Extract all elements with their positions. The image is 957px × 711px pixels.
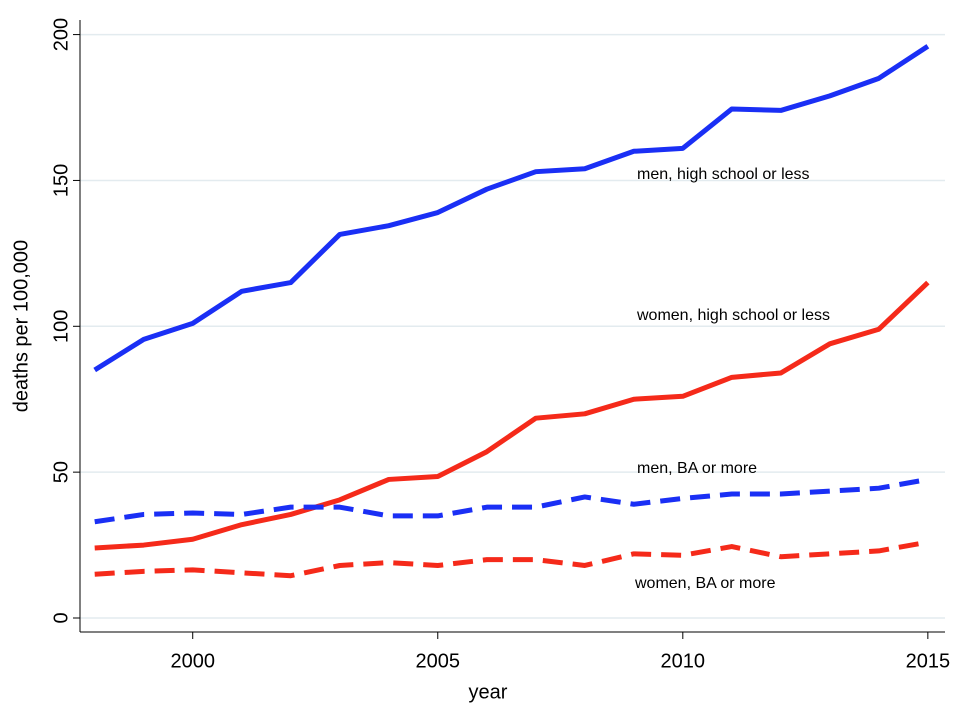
series-label: women, high school or less (636, 307, 830, 324)
x-tick-label: 2005 (416, 650, 461, 672)
series-line (94, 539, 929, 579)
series-label: men, BA or more (637, 460, 757, 477)
series-line (94, 280, 930, 551)
x-axis-label: year (469, 681, 508, 703)
series-label: men, high school or less (637, 166, 810, 183)
x-tick-label: 2000 (170, 650, 215, 672)
y-axis-label: deaths per 100,000 (10, 240, 32, 412)
y-tick-label: 50 (50, 461, 72, 483)
y-tick-label: 0 (50, 612, 72, 623)
series-line (93, 44, 930, 373)
x-tick-label: 2010 (661, 650, 706, 672)
series-label: women, BA or more (634, 575, 776, 592)
y-tick-label: 150 (50, 164, 72, 197)
y-tick-label: 200 (50, 18, 72, 51)
y-tick-label: 100 (50, 310, 72, 343)
series-line (94, 476, 929, 525)
x-tick-label: 2015 (906, 650, 951, 672)
